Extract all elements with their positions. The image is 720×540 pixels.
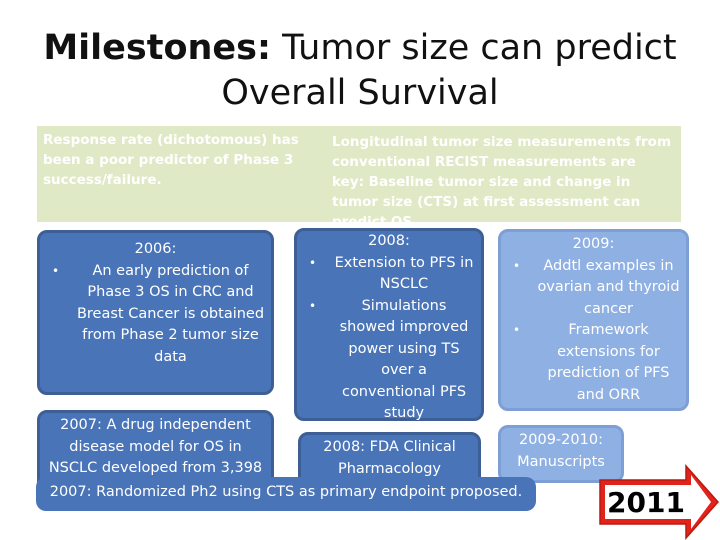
milestone-2006-list: An early prediction of Phase 3 OS in CRC… <box>46 261 265 369</box>
milestone-2006-bullet: An early prediction of Phase 3 OS in CRC… <box>52 261 265 369</box>
header-response-rate: Response rate (dichotomous) has been a p… <box>37 126 324 222</box>
milestone-2008-bullet: Extension to PFS in NSCLC <box>309 253 475 296</box>
milestone-2009-2010-manuscripts: 2009-2010: Manuscripts <box>498 425 624 483</box>
title-bold: Milestones: <box>43 28 271 68</box>
milestone-2009: 2009: Addtl examples in ovarian and thyr… <box>498 229 689 411</box>
milestone-2008: 2008: Extension to PFS in NSCLC Simulati… <box>294 228 484 446</box>
page-title: Milestones: Tumor size can predict Overa… <box>20 26 700 116</box>
milestone-2007-randomized-ph2: 2007: Randomized Ph2 using CTS as primar… <box>36 477 536 511</box>
milestone-2006-year: 2006: <box>134 241 177 257</box>
milestone-2006: 2006: An early prediction of Phase 3 OS … <box>37 230 274 395</box>
title-line1-rest: Tumor size can predict <box>270 28 677 68</box>
milestone-2008-year: 2008: <box>368 233 410 249</box>
milestone-2008-list: Extension to PFS in NSCLC Simulations sh… <box>303 253 475 447</box>
milestone-2009-list: Addtl examples in ovarian and thyroid ca… <box>507 256 680 407</box>
header-longitudinal: Longitudinal tumor size measurements fro… <box>318 126 681 230</box>
title-line2: Overall Survival <box>221 73 499 113</box>
milestone-2009-bullet: Addtl examples in ovarian and thyroid ca… <box>513 256 680 321</box>
milestone-2009-year: 2009: <box>572 236 615 252</box>
arrow-2011-inner <box>605 475 711 529</box>
arrow-2011-label: 2011 <box>607 486 685 519</box>
milestone-2009-bullet: Framework extensions for prediction of P… <box>513 320 680 406</box>
arrow-2011-icon <box>599 464 720 540</box>
milestone-2008-bullet: Simulations showed improved power using … <box>309 296 475 425</box>
